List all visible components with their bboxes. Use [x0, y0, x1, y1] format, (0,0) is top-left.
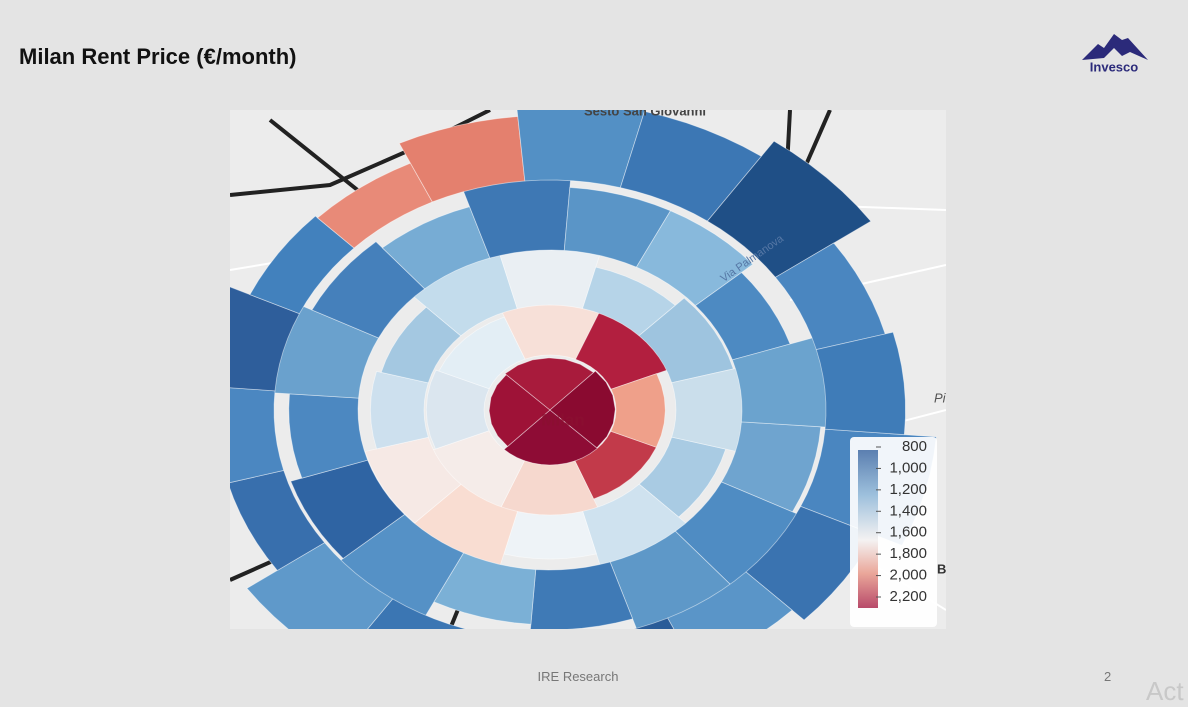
district	[632, 617, 675, 629]
legend-tick-label: 1,600	[889, 524, 927, 541]
watermark: Act	[1146, 676, 1184, 706]
legend-tick-label: 2,000	[889, 567, 927, 584]
legend-colorbar	[858, 450, 878, 608]
legend: 800 1,000 1,200 1,400 1,600 1,800 2,000 2,200	[850, 437, 937, 627]
map: Sesto San Giovanni Milan Via Palmanova P…	[230, 110, 946, 629]
logo: Invesco	[1082, 34, 1148, 74]
legend-tick-label: 2,200	[889, 588, 927, 605]
place-label: B	[937, 561, 946, 576]
legend-tick-label: 1,000	[889, 459, 927, 476]
legend-tick-label: 1,800	[889, 545, 927, 562]
district	[815, 331, 906, 436]
legend-tick-label: 1,200	[889, 481, 927, 498]
place-label: Sesto San Giovanni	[584, 110, 706, 118]
logo-mountain	[1082, 34, 1148, 60]
district	[610, 373, 666, 448]
slide-title: Milan Rent Price (€/month)	[19, 44, 297, 69]
city-label: Milan	[541, 410, 584, 429]
legend-tick-label: 1,400	[889, 502, 927, 519]
legend-tick-label: 800	[902, 438, 927, 455]
district	[503, 510, 597, 560]
page-number: 2	[1104, 669, 1112, 684]
district	[370, 370, 429, 450]
place-label: Pi	[934, 390, 946, 405]
district	[549, 370, 616, 449]
footer-source: IRE Research	[537, 669, 619, 684]
logo-text: Invesco	[1090, 59, 1138, 74]
districts	[230, 110, 937, 629]
